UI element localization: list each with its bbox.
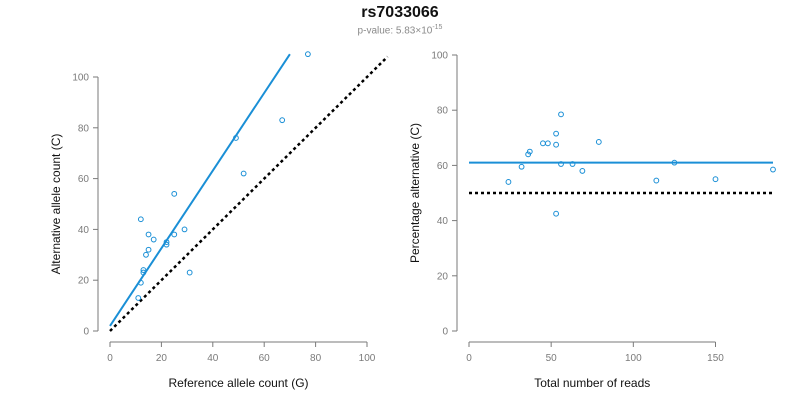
- x-tick-label: 40: [207, 353, 219, 364]
- p-value-exponent: -15: [432, 24, 443, 31]
- data-point: [518, 163, 525, 170]
- data-layer: [109, 51, 389, 332]
- data-point: [163, 239, 170, 246]
- data-point: [145, 246, 152, 253]
- data-layer: [469, 111, 776, 217]
- x-tick-label: 20: [156, 353, 168, 364]
- y-axis-title: Alternative allele count (C): [49, 134, 63, 275]
- y-tick-label: 60: [78, 174, 90, 185]
- data-point: [163, 241, 170, 248]
- data-point: [558, 111, 564, 118]
- chart-subtitle: p-value: 5.83×10-15: [0, 24, 800, 36]
- data-point: [135, 295, 142, 301]
- data-point: [137, 279, 144, 286]
- y-axis-title: Percentage alternative (C): [408, 123, 422, 263]
- data-point: [712, 176, 719, 183]
- x-axis-title: Total number of reads: [534, 376, 650, 390]
- chart-title: rs7033066: [361, 4, 439, 21]
- data-point: [137, 216, 144, 223]
- data-point: [553, 141, 559, 148]
- y-tick-label: 0: [83, 327, 89, 338]
- data-point: [279, 117, 286, 124]
- data-point: [505, 179, 512, 185]
- y-tick-label: 100: [431, 51, 448, 62]
- x-tick-label: 50: [546, 353, 558, 364]
- data-point: [558, 161, 564, 167]
- data-point: [150, 236, 157, 243]
- data-point: [240, 170, 247, 177]
- data-point: [526, 148, 533, 155]
- data-point: [171, 190, 178, 197]
- data-point: [553, 210, 559, 217]
- data-point: [569, 161, 576, 167]
- reference-line: [109, 55, 389, 332]
- data-point: [140, 269, 147, 276]
- x-tick-label: 0: [107, 353, 113, 364]
- data-point: [186, 269, 193, 276]
- y-tick-label: 0: [442, 327, 448, 338]
- data-point: [233, 135, 239, 141]
- x-axis-title: Reference allele count (G): [168, 376, 308, 390]
- data-point: [671, 159, 678, 166]
- x-tick-label: 100: [625, 353, 642, 364]
- fit-line: [109, 53, 291, 327]
- data-point: [595, 139, 602, 145]
- y-tick-label: 100: [72, 73, 89, 84]
- x-tick-label: 60: [259, 353, 271, 364]
- data-point: [140, 267, 147, 273]
- data-point: [544, 140, 551, 147]
- y-tick-label: 40: [78, 225, 90, 236]
- x-tick-label: 80: [310, 353, 322, 364]
- x-tick-label: 0: [466, 353, 472, 364]
- y-tick-label: 80: [78, 123, 90, 134]
- p-value-text: p-value: 5.83×10: [357, 25, 433, 37]
- panel-allele-counts: 0 20 40 60 80 100 0 20 40 60 80 100 Reference allele…: [49, 51, 389, 390]
- data-point: [540, 140, 546, 147]
- data-point: [579, 168, 586, 174]
- data-point: [304, 51, 311, 58]
- x-tick-label: 100: [359, 353, 376, 364]
- y-tick-label: 60: [437, 161, 449, 172]
- data-point: [553, 130, 559, 137]
- data-point: [143, 251, 149, 258]
- y-tick-label: 20: [437, 271, 449, 282]
- panel-percentage-alternative: 0 50 100 150 0 20 40 60 80 100 Total number of rea…: [408, 51, 776, 390]
- y-tick-label: 80: [437, 106, 449, 117]
- data-point: [145, 231, 152, 238]
- data-point: [770, 166, 776, 173]
- y-tick-label: 40: [437, 216, 449, 227]
- data-point: [653, 177, 660, 184]
- x-tick-label: 150: [707, 353, 724, 364]
- data-point: [181, 226, 188, 233]
- y-tick-label: 20: [78, 276, 90, 287]
- data-point: [171, 231, 178, 238]
